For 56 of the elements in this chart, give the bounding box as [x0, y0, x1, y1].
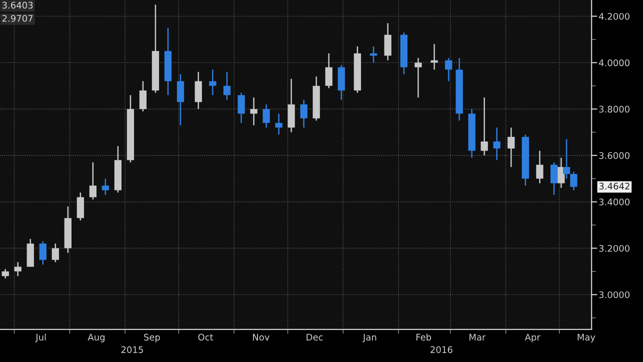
- x-tick-label: Mar: [470, 334, 486, 341]
- x2-tick-label: 2015: [121, 346, 143, 354]
- candlestick: [300, 99, 308, 128]
- x-tick-label: Aug: [88, 334, 104, 342]
- candlestick: [414, 57, 422, 98]
- candlestick: [384, 22, 392, 61]
- candlestick: [562, 138, 570, 180]
- candlestick: [102, 178, 110, 196]
- x-tick-label: May: [578, 334, 596, 342]
- x-tick-label: Oct: [198, 334, 214, 341]
- candlestick: [558, 157, 565, 189]
- candlestick: [570, 171, 578, 191]
- candlestick: [250, 96, 258, 126]
- candlestick: [176, 74, 184, 126]
- candlestick: [89, 162, 97, 200]
- candlestick: [445, 57, 452, 82]
- y-tick-label: 4.0000: [598, 59, 630, 66]
- candlestick: [550, 162, 558, 196]
- x-tick-label: Nov: [253, 334, 270, 341]
- candlestick: [223, 71, 231, 100]
- annotation: 3.6403: [2, 2, 33, 9]
- candlestick: [39, 240, 46, 266]
- candlestick: [14, 262, 22, 277]
- candlestick: [288, 78, 295, 133]
- y-tick-label: 3.2000: [599, 244, 630, 252]
- candlestick: [76, 192, 84, 222]
- candlestick: [194, 71, 202, 110]
- annotation: 3.4642: [599, 182, 630, 190]
- candlestick: [430, 43, 438, 70]
- candlestick: [52, 242, 59, 263]
- x-tick-label: Apr: [524, 334, 540, 342]
- candlestick: [480, 96, 488, 156]
- annotation: 2.9707: [2, 14, 33, 22]
- x-tick-label: Jul: [35, 334, 46, 342]
- candlestick: [325, 52, 332, 89]
- x-tick-label: Sep: [144, 334, 160, 342]
- candlestick: [2, 268, 9, 280]
- y-tick-label: 3.0000: [599, 291, 630, 298]
- y-tick-label: 3.8000: [599, 106, 630, 113]
- x-tick-label: Jan: [362, 334, 376, 342]
- x-tick-label: Feb: [416, 334, 432, 341]
- candlestick: [536, 150, 544, 184]
- y-tick-label: 3.6000: [599, 152, 630, 159]
- candlestick: [262, 104, 270, 128]
- candlestick: [139, 80, 147, 112]
- candlestick: [508, 126, 515, 168]
- y-tick-label: 3.4000: [599, 198, 630, 206]
- candlestick: [238, 92, 245, 124]
- candlestick: [209, 68, 216, 96]
- x2-tick-label: 2016: [430, 346, 452, 354]
- x-tick-label: Dec: [306, 334, 323, 341]
- candlestick: [275, 113, 282, 136]
- candlestick: [338, 64, 345, 100]
- y-tick-label: 4.2000: [598, 12, 630, 20]
- candlestick: [26, 238, 34, 268]
- candlestick: [493, 126, 500, 161]
